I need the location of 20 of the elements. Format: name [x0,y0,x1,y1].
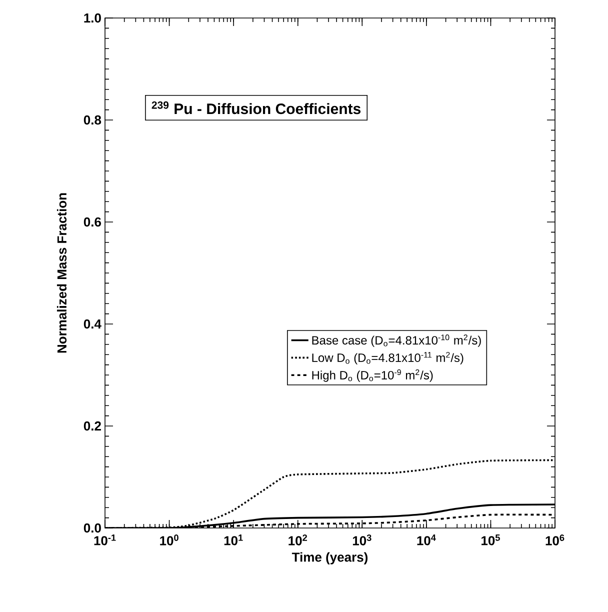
y-tick-label: 0.4 [84,319,102,329]
y-tick-label: 0.8 [84,115,102,125]
text: Low D$_{o}$ (D$_{o}$=4.81x10$^{-11}$ m$^{2}$/s) [312,352,464,364]
x-tick-label: 10$^{1}$ [224,534,243,546]
legend-label: Base case (D$_{o}$=4.81x10$^{-10}$ m$^{2}$/s) [312,334,481,347]
x-tick-label: 10$^{0}$ [160,534,178,546]
y-tick-label: 0.6 [84,217,101,227]
x-tick-label: 10$^{6}$ [546,534,564,546]
y-tick-label: 1.0 [84,13,101,23]
y-axis-title: Normalized Mass Fraction [56,193,67,353]
x-tick-label: 10$^{4}$ [417,534,436,546]
y-tick-label: 0.0 [84,523,101,533]
x-tick-label: 10$^{5}$ [482,534,500,546]
y-tick-label: 0.2 [84,421,101,431]
text: High D$_{o}$ (D$_{o}$=10$^{-9}$ m$^{2}$/s) [312,369,433,382]
x-axis-title: Time (years) [292,552,368,564]
x-tick-label: 10$^{2}$ [288,534,307,546]
x-tick-label: 10$^{3}$ [352,534,372,546]
x-tick-label: 10$^{-1}$ [94,534,116,546]
text: $^{239}$ Pu - Diffusion Coefficients [152,101,361,114]
